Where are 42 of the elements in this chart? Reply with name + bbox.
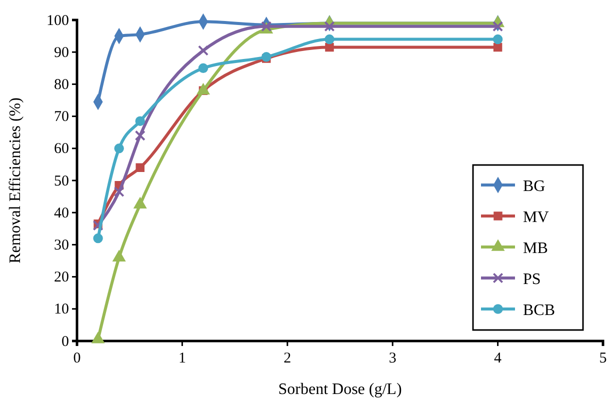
y-tick-label: 50 — [54, 173, 69, 190]
point — [493, 42, 502, 52]
legend-label: MV — [523, 209, 550, 226]
point — [134, 197, 147, 208]
x-tick-label: 1 — [178, 350, 186, 366]
legend-label: PS — [523, 271, 541, 288]
y-tick-label: 0 — [62, 334, 69, 350]
x-tick-label: 3 — [388, 350, 396, 366]
point — [198, 45, 209, 56]
y-tick-label: 70 — [54, 109, 69, 126]
point — [198, 63, 208, 74]
legend-label: BCB — [523, 302, 556, 319]
x-axis-title: Sorbent Dose (g/L) — [278, 381, 402, 398]
point — [135, 116, 145, 126]
point — [492, 34, 503, 44]
legend-label: MB — [523, 240, 548, 257]
point — [136, 163, 144, 172]
point — [92, 332, 104, 344]
x-tick-label: 0 — [73, 350, 81, 366]
y-tick-label: 40 — [54, 205, 69, 222]
point — [492, 21, 504, 32]
y-tick-label: 20 — [54, 270, 69, 286]
point — [92, 220, 104, 231]
point — [93, 233, 103, 244]
point — [325, 42, 334, 52]
point — [134, 130, 146, 141]
x-tick-label: 2 — [284, 350, 292, 366]
legend-label: BG — [523, 178, 546, 195]
y-tick-label: 60 — [54, 141, 69, 158]
y-axis-title: Removal Efficiencies (%) — [7, 98, 24, 264]
point — [114, 186, 124, 198]
point — [324, 21, 335, 32]
y-tick-label: 100 — [46, 12, 69, 29]
point — [324, 34, 334, 44]
point — [114, 144, 124, 154]
x-tick-label: 4 — [494, 350, 502, 366]
point — [112, 250, 126, 262]
y-tick-label: 10 — [54, 302, 69, 318]
y-tick-label: 90 — [54, 44, 69, 61]
y-tick-label: 80 — [54, 77, 69, 93]
y-tick-label: 30 — [54, 238, 69, 254]
x-tick-label: 5 — [599, 350, 607, 366]
